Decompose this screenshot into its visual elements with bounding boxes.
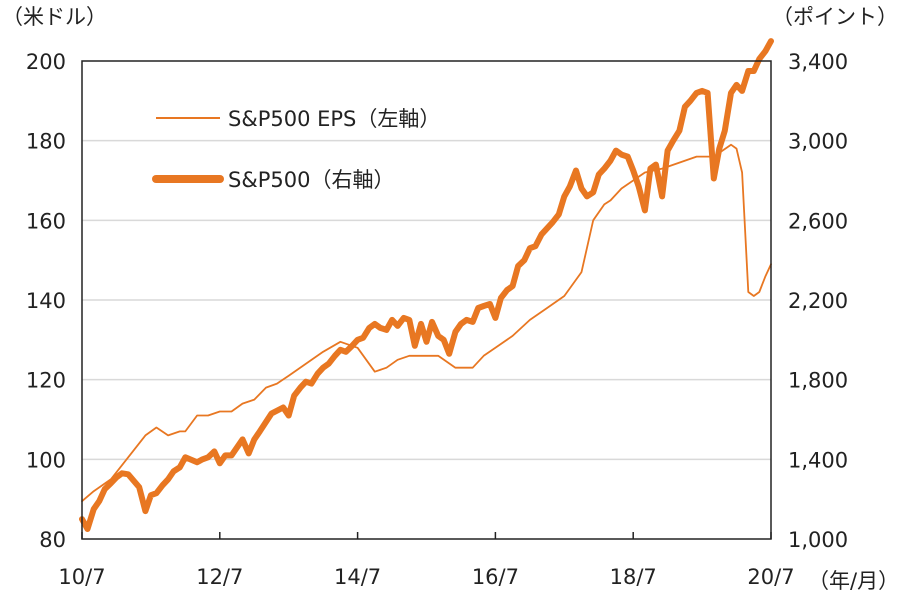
left-tick-label: 140 <box>26 289 66 313</box>
series-layer <box>79 38 774 532</box>
x-tick-label: 20/7 <box>747 565 794 589</box>
left-tick-label: 200 <box>26 50 66 74</box>
x-tick-label: 14/7 <box>334 565 381 589</box>
x-tick-label: 16/7 <box>472 565 519 589</box>
left-tick-label: 80 <box>39 528 66 552</box>
left-tick-label: 180 <box>26 130 66 154</box>
left-tick-label: 160 <box>26 209 66 233</box>
right-tick-label: 3,400 <box>788 50 848 74</box>
legend-label-eps: S&P500 EPS（左軸） <box>228 107 440 131</box>
right-tick-label: 2,200 <box>788 289 848 313</box>
right-axis-unit: （ポイント） <box>772 5 898 29</box>
x-tick-label: 10/7 <box>58 565 105 589</box>
right-tick-label: 1,800 <box>788 369 848 393</box>
left-axis-unit: （米ドル） <box>2 5 107 29</box>
series-line-sp500 <box>79 38 774 532</box>
x-tick-label: 18/7 <box>610 565 657 589</box>
x-axis: 10/7 12/7 14/7 16/7 18/7 20/7 <box>58 532 795 589</box>
plot-frame <box>81 60 772 540</box>
legend-label-sp500: S&P500（右軸） <box>228 168 394 192</box>
left-tick-label: 100 <box>26 448 66 472</box>
left-y-axis: 80 100 120 140 160 180 200 <box>26 50 66 552</box>
right-tick-label: 3,000 <box>788 130 848 154</box>
right-tick-label: 1,400 <box>788 448 848 472</box>
x-axis-unit: （年/月） <box>808 569 899 593</box>
left-tick-label: 120 <box>26 369 66 393</box>
x-tick-label: 12/7 <box>196 565 243 589</box>
right-tick-label: 1,000 <box>788 528 848 552</box>
gridlines <box>82 139 771 461</box>
right-y-axis: 1,000 1,400 1,800 2,200 2,600 3,000 3,400 <box>788 50 848 552</box>
legend: S&P500 EPS（左軸） S&P500（右軸） <box>152 107 440 192</box>
series-line-eps <box>81 143 772 503</box>
right-tick-label: 2,600 <box>788 209 848 233</box>
